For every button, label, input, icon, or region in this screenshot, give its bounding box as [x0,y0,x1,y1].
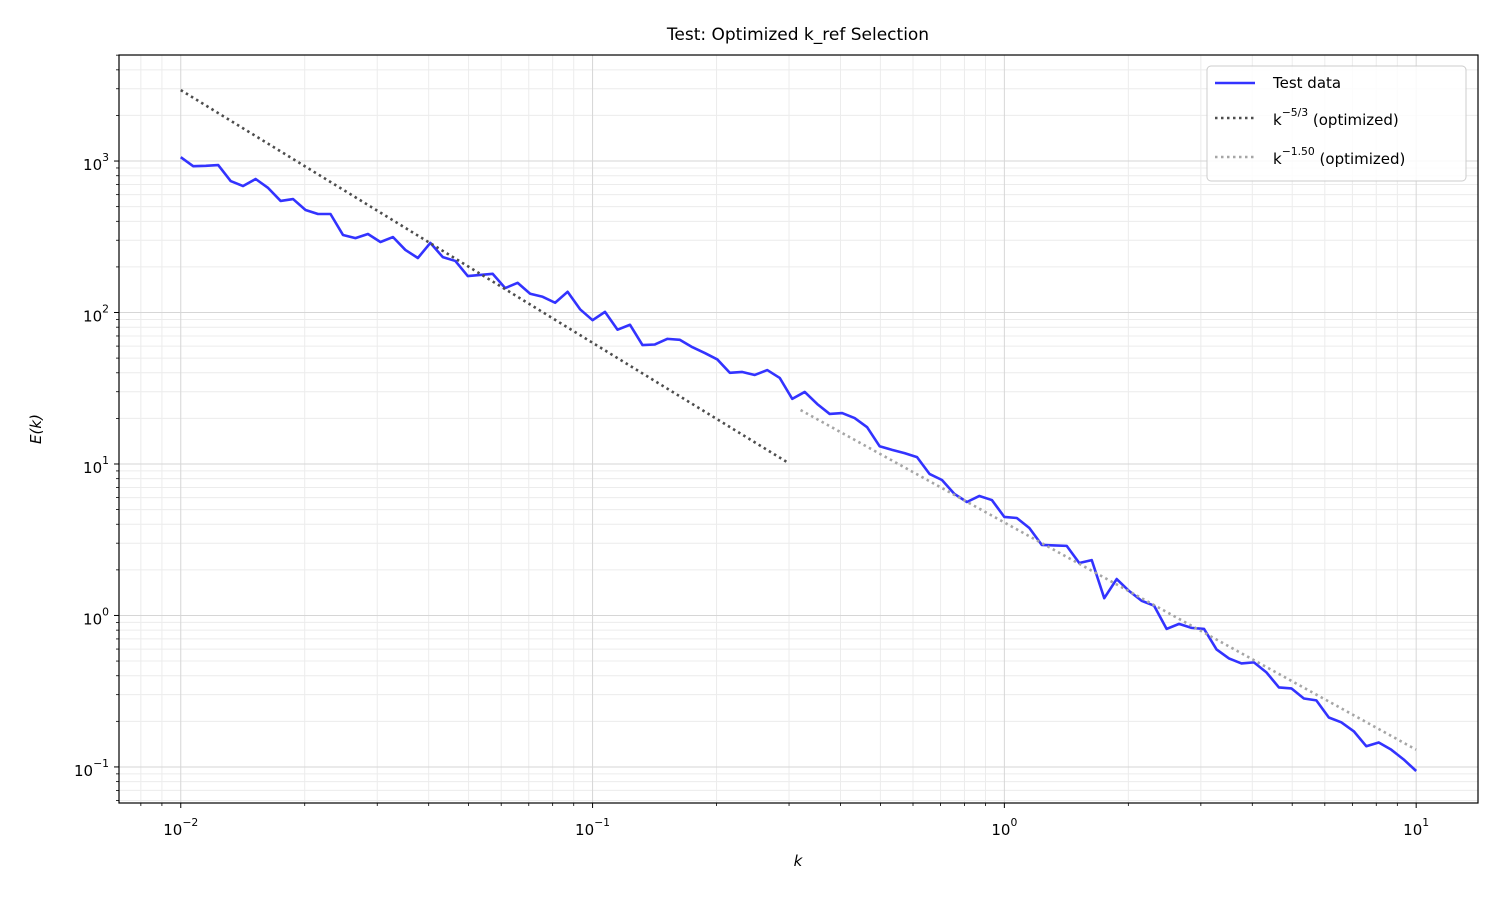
grid [119,54,1478,803]
axes: 10−2 10−1 100 101 10−1 100 101 102 103 [74,54,1429,839]
x-axis-label: k [794,852,804,870]
x-tick-label: 101 [1403,816,1429,839]
y-tick-label: 103 [83,151,109,174]
y-tick-label: 101 [83,454,109,477]
legend-label: Test data [1272,74,1341,92]
x-tick-label: 10−2 [163,816,198,839]
plot-area [179,88,1418,772]
y-tick-label: 102 [83,303,109,326]
x-tick-label: 100 [991,816,1017,839]
x-tick-label: 10−1 [575,816,610,839]
series-line [179,156,1418,772]
axes-frame [118,54,1479,804]
legend-label: k−5/3 (optimized) [1273,106,1399,129]
y-axis-label: E(k) [27,414,45,444]
legend: Test data k−5/3 (optimized) k−1.50 (optimi… [1206,65,1467,182]
series-line [180,88,790,465]
legend-label: k−1.50 (optimized) [1273,145,1405,168]
legend-box [1206,65,1467,182]
y-tick-label: 10−1 [74,757,109,780]
chart-title: Test: Optimized k_ref Selection [666,25,929,45]
y-tick-label: 100 [83,605,109,628]
